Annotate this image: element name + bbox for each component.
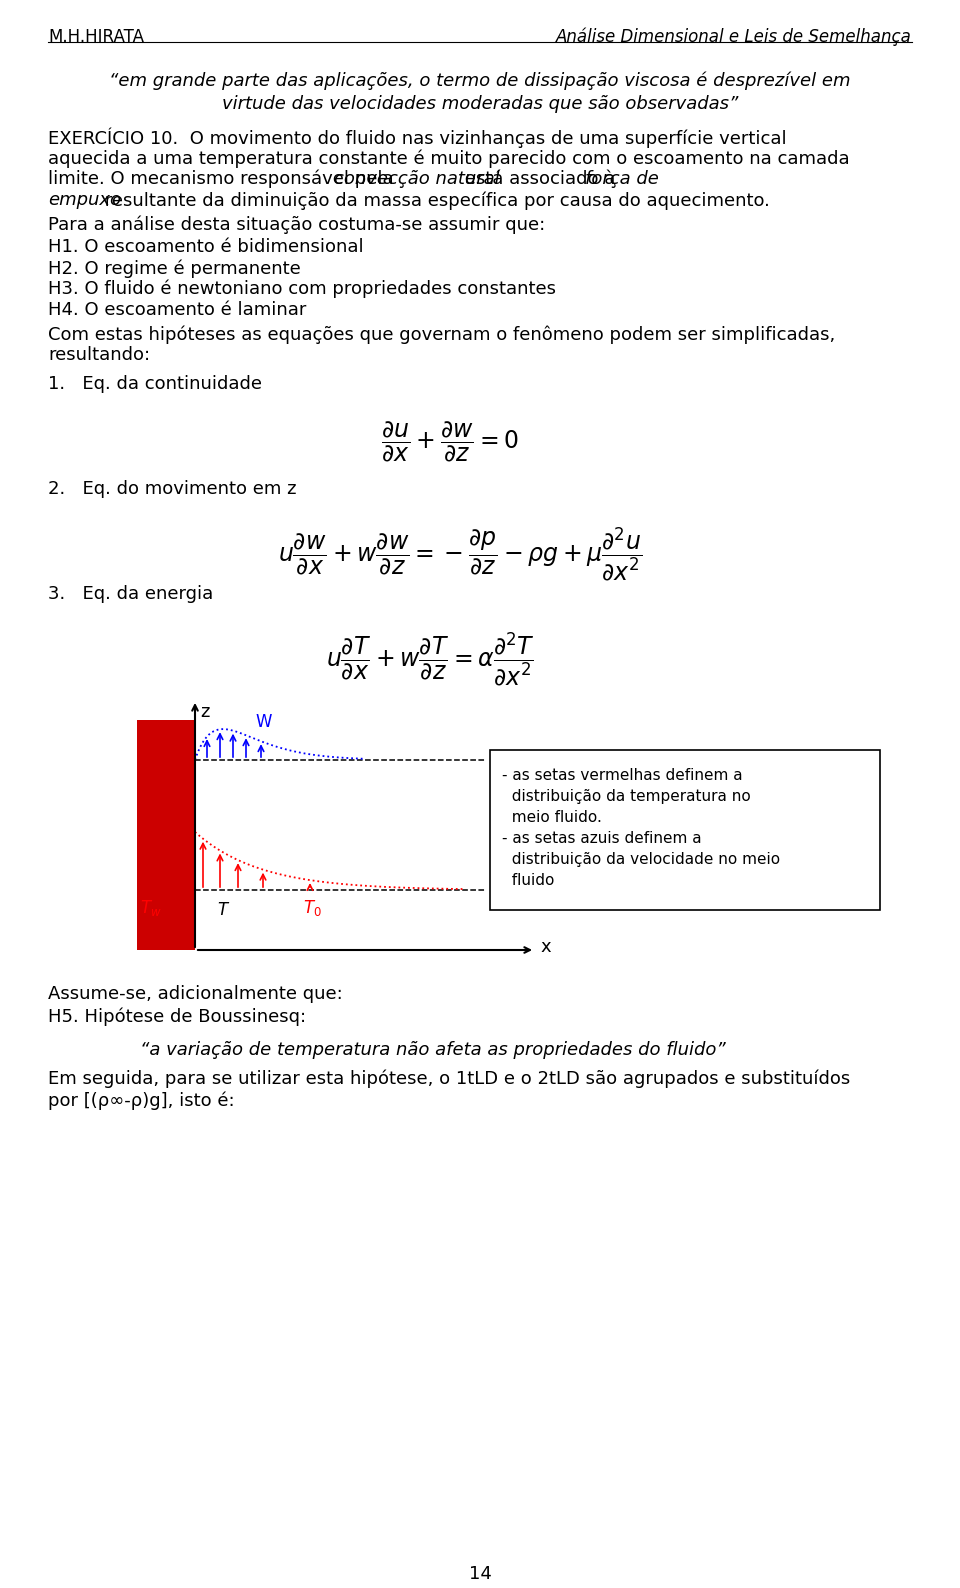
Text: por [(ρ∞-ρ)g], isto é:: por [(ρ∞-ρ)g], isto é:: [48, 1091, 234, 1110]
Text: “em grande parte das aplicações, o termo de dissipação viscosa é desprezível em: “em grande parte das aplicações, o termo…: [109, 71, 851, 91]
Text: 2.   Eq. do movimento em z: 2. Eq. do movimento em z: [48, 480, 297, 499]
Text: M.H.HIRATA: M.H.HIRATA: [48, 29, 144, 46]
Text: 1.   Eq. da continuidade: 1. Eq. da continuidade: [48, 375, 262, 392]
Text: $u\dfrac{\partial T}{\partial x}+w\dfrac{\partial T}{\partial z}=\alpha\dfrac{\p: $u\dfrac{\partial T}{\partial x}+w\dfrac…: [325, 630, 535, 688]
Text: Assume-se, adicionalmente que:: Assume-se, adicionalmente que:: [48, 985, 343, 1004]
Text: EXERCÍCIO 10.  O movimento do fluido nas vizinhanças de uma superfície vertical: EXERCÍCIO 10. O movimento do fluido nas …: [48, 129, 786, 149]
Text: “a variação de temperatura não afeta as propriedades do fluido”: “a variação de temperatura não afeta as …: [140, 1042, 726, 1059]
Text: aquecida a uma temperatura constante é muito parecido com o escoamento na camada: aquecida a uma temperatura constante é m…: [48, 149, 850, 167]
Text: Análise Dimensional e Leis de Semelhança: Análise Dimensional e Leis de Semelhança: [556, 29, 912, 46]
Bar: [137, 719, 195, 950]
Bar: [490, 750, 880, 910]
Text: convecção natural: convecção natural: [334, 170, 499, 187]
Text: W: W: [255, 713, 272, 730]
Text: $\dfrac{\partial u}{\partial x}+\dfrac{\partial w}{\partial z}=0$: $\dfrac{\partial u}{\partial x}+\dfrac{\…: [381, 419, 519, 464]
Text: 14: 14: [468, 1566, 492, 1583]
Text: empuxo: empuxo: [48, 191, 121, 210]
Text: resultando:: resultando:: [48, 346, 150, 364]
Text: $T_0$: $T_0$: [303, 897, 322, 918]
Text: Em seguida, para se utilizar esta hipótese, o 1tLD e o 2tLD são agrupados e subs: Em seguida, para se utilizar esta hipóte…: [48, 1070, 851, 1088]
Text: H5. Hipótese de Boussinesq:: H5. Hipótese de Boussinesq:: [48, 1008, 306, 1026]
Text: $T$: $T$: [217, 900, 230, 919]
Text: força de: força de: [585, 170, 659, 187]
Text: Para a análise desta situação costuma-se assumir que:: Para a análise desta situação costuma-se…: [48, 214, 545, 233]
Text: resultante da diminuição da massa específica por causa do aquecimento.: resultante da diminuição da massa especí…: [99, 191, 770, 210]
Text: H3. O fluido é newtoniano com propriedades constantes: H3. O fluido é newtoniano com propriedad…: [48, 279, 556, 299]
Text: H2. O regime é permanente: H2. O regime é permanente: [48, 259, 300, 278]
Text: 3.   Eq. da energia: 3. Eq. da energia: [48, 584, 213, 603]
Text: está associado à: está associado à: [459, 170, 621, 187]
Text: limite. O mecanismo responsável pela: limite. O mecanismo responsável pela: [48, 170, 399, 189]
Text: - as setas vermelhas definem a
  distribuição da temperatura no
  meio fluido.
-: - as setas vermelhas definem a distribui…: [502, 769, 780, 888]
Text: $u\dfrac{\partial w}{\partial x}+w\dfrac{\partial w}{\partial z}=-\dfrac{\partia: $u\dfrac{\partial w}{\partial x}+w\dfrac…: [278, 526, 642, 583]
Text: virtude das velocidades moderadas que são observadas”: virtude das velocidades moderadas que sã…: [222, 95, 738, 113]
Text: Com estas hipóteses as equações que governam o fenômeno podem ser simplificadas,: Com estas hipóteses as equações que gove…: [48, 326, 835, 343]
Text: H4. O escoamento é laminar: H4. O escoamento é laminar: [48, 302, 306, 319]
Text: z: z: [200, 703, 209, 721]
Text: $T_w$: $T_w$: [140, 897, 161, 918]
Text: x: x: [540, 939, 551, 956]
Text: H1. O escoamento é bidimensional: H1. O escoamento é bidimensional: [48, 238, 364, 256]
